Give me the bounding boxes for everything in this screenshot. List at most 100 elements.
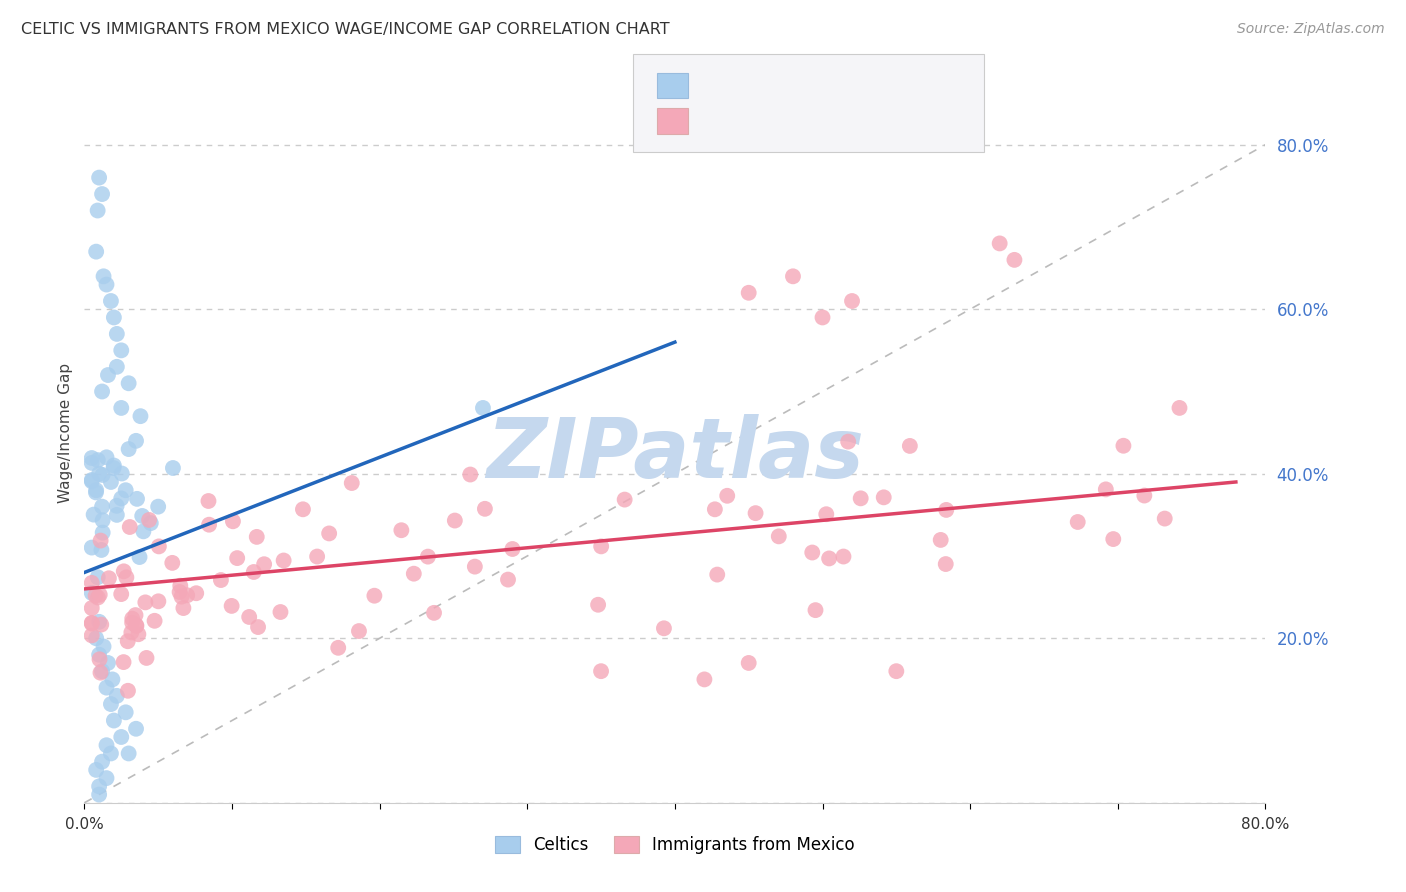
Point [389,523,412,537]
Point [80,616,103,631]
Text: ZIPatlas: ZIPatlas [486,414,863,495]
Point [738,285,761,300]
Point [423,606,446,620]
Point [110,730,132,744]
Point [591,664,613,678]
Point [873,491,896,505]
Point [96,738,118,752]
Point [96,277,118,292]
Text: 74: 74 [830,76,855,94]
Point [112,565,135,579]
Point [91,384,114,399]
Point [125,722,148,736]
Point [91,467,114,482]
Point [91,664,114,678]
Point [90,543,112,558]
Point [103,461,125,475]
Point [591,540,613,554]
Text: R =: R = [696,76,735,94]
Point [247,620,270,634]
Point [80,601,103,615]
Point [988,236,1011,251]
Point [105,689,128,703]
Point [97,571,120,585]
Point [105,326,128,341]
Point [148,540,170,554]
Point [110,587,132,601]
Point [105,508,128,522]
Point [83,508,105,522]
Point [100,293,122,308]
Point [162,461,184,475]
Point [935,503,957,517]
Point [110,491,132,506]
Text: R =: R = [696,114,735,132]
Point [849,491,872,506]
Point [91,187,114,202]
Point [744,506,766,520]
Text: N =: N = [794,76,834,94]
Point [176,588,198,602]
Point [118,747,141,761]
Point [340,476,363,491]
Point [110,401,132,415]
Point [162,556,184,570]
Point [86,203,108,218]
Point [87,780,111,794]
Point [91,513,114,527]
Point [103,310,125,325]
Point [80,586,103,600]
Point [105,359,128,374]
Point [738,656,761,670]
Point [80,456,103,470]
Point [318,526,340,541]
Point [768,529,790,543]
Point [443,514,465,528]
Point [120,625,142,640]
Point [716,489,738,503]
Point [139,516,162,530]
Point [935,557,957,571]
Point [87,615,111,629]
Point [87,170,111,185]
Point [87,467,111,481]
Point [80,541,103,555]
Point [129,409,152,424]
Point [90,617,112,632]
Point [143,614,166,628]
Point [80,475,103,489]
Point [80,628,103,642]
Legend: Celtics, Immigrants from Mexico: Celtics, Immigrants from Mexico [488,830,862,861]
Point [125,491,148,506]
Point [1004,252,1026,267]
Point [84,632,107,646]
Point [114,706,136,720]
Point [238,610,260,624]
Point [131,508,153,523]
Point [464,559,486,574]
Point [1067,515,1090,529]
Point [1133,489,1156,503]
Point [170,590,193,604]
Point [818,551,841,566]
Point [706,567,728,582]
Point [89,588,111,602]
Point [1168,401,1191,415]
Point [472,401,495,415]
Point [134,595,156,609]
Point [125,619,148,633]
Point [118,376,141,391]
Text: 0.209: 0.209 [734,76,790,94]
Point [1153,511,1175,525]
Point [886,664,908,678]
Point [100,475,122,489]
Point [87,648,111,662]
Point [898,439,921,453]
Point [291,502,314,516]
Point [328,640,350,655]
Point [115,570,138,584]
Point [501,541,523,556]
Point [811,310,834,325]
Point [87,570,110,584]
Point [87,453,110,467]
